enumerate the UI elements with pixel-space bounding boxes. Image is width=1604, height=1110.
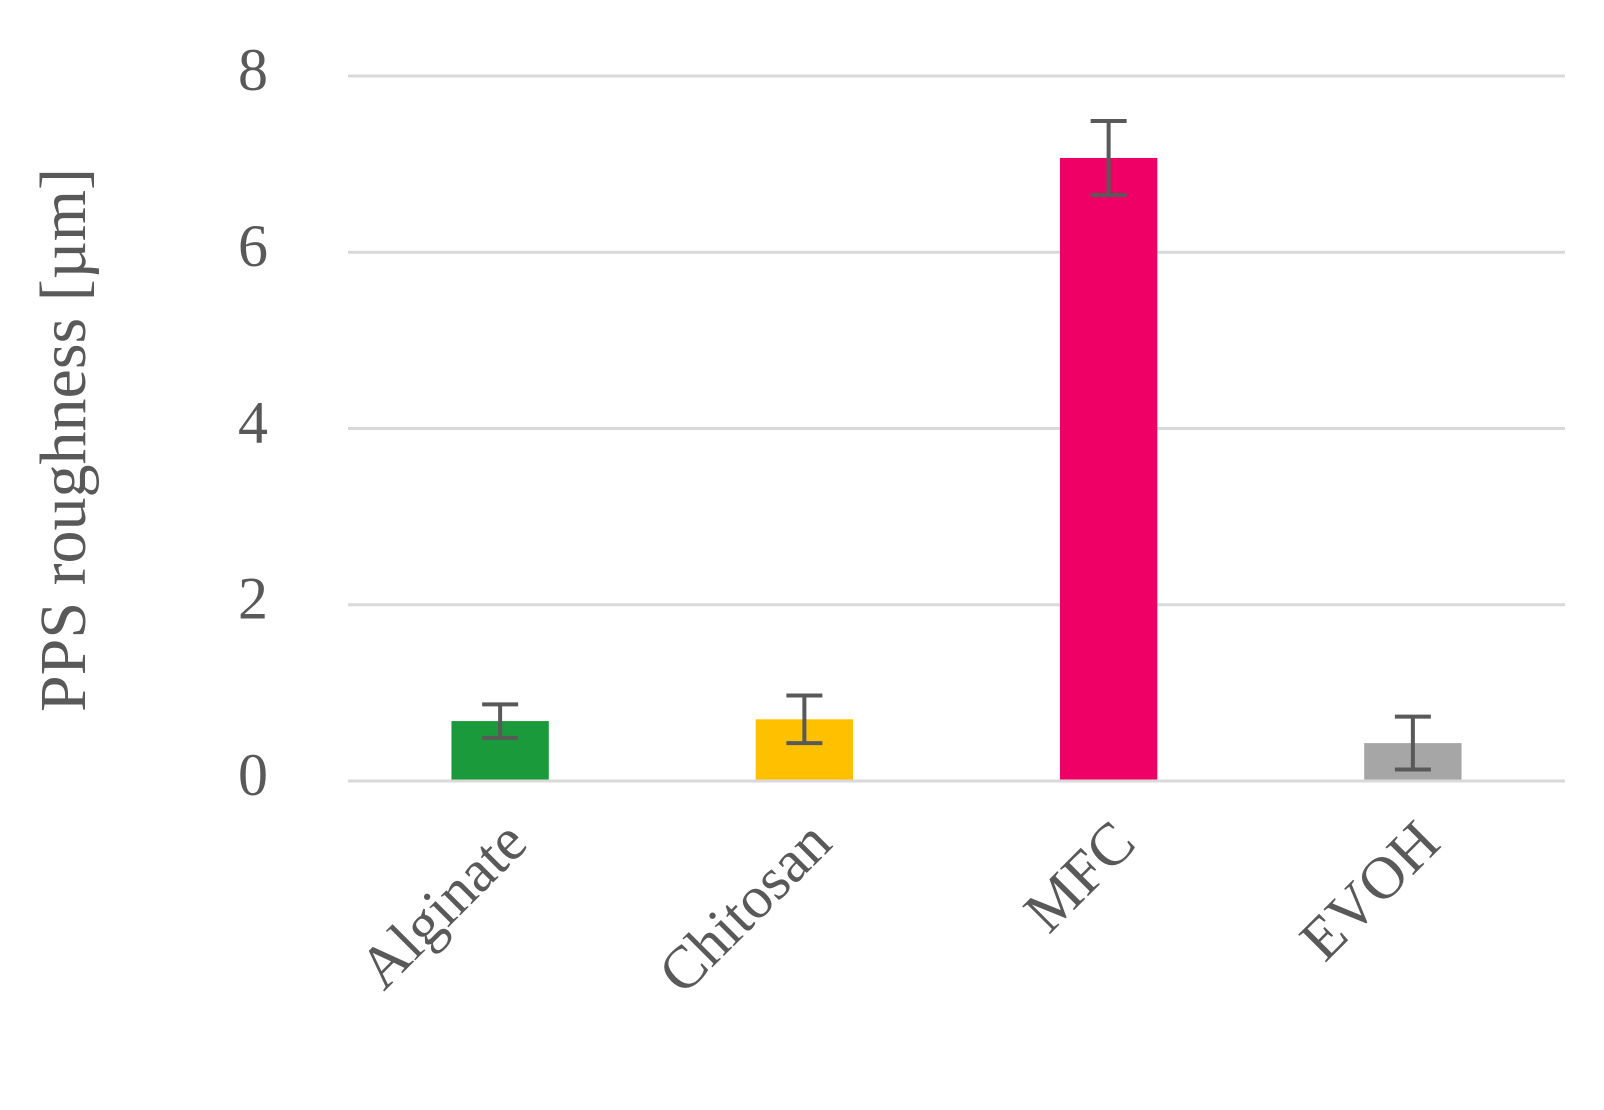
y-axis-label: PPS roughness [µm] (27, 168, 100, 712)
y-tick-label: 4 (238, 389, 268, 455)
y-tick-label: 0 (238, 742, 268, 808)
y-tick-label: 2 (238, 566, 268, 632)
x-tick-label: EVOH (1287, 808, 1452, 973)
y-tick-label: 6 (238, 213, 268, 279)
x-tick-label: MFC (1011, 808, 1147, 944)
x-tick-label: Alginate (346, 808, 539, 1001)
x-tick-label: Chitosan (646, 808, 844, 1006)
y-tick-label: 8 (238, 37, 268, 103)
bar (1059, 157, 1158, 782)
